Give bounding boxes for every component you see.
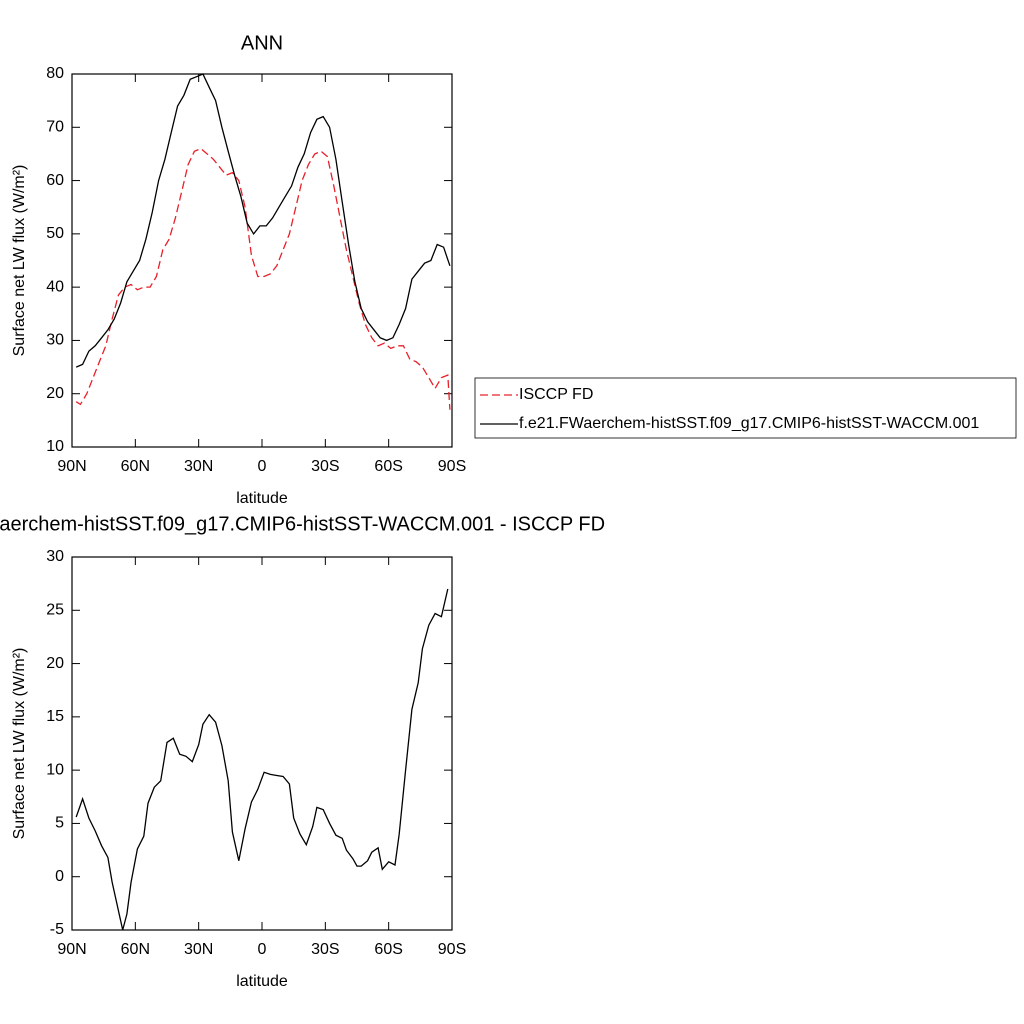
series-line bbox=[75, 588, 449, 931]
x-axis-label: latitude bbox=[236, 490, 288, 507]
y-tick-label: 10 bbox=[46, 438, 64, 455]
x-tick-label: 90N bbox=[57, 458, 86, 475]
x-tick-label: 0 bbox=[258, 941, 267, 958]
y-tick-label: 70 bbox=[46, 119, 64, 136]
y-tick-label: 25 bbox=[46, 602, 64, 619]
y-tick-label: 40 bbox=[46, 278, 64, 295]
x-tick-label: 90N bbox=[57, 941, 86, 958]
y-tick-label: 80 bbox=[46, 65, 64, 82]
legend-label: ISCCP FD bbox=[519, 386, 593, 403]
x-tick-label: 30S bbox=[311, 458, 339, 475]
x-tick-label: 0 bbox=[258, 458, 267, 475]
chart-title: ANN bbox=[241, 32, 283, 54]
y-axis-label: Surface net LW flux (W/m²) bbox=[11, 165, 28, 357]
chart-title: f.e21.FWaerchem-histSST.f09_g17.CMIP6-hi… bbox=[0, 513, 605, 535]
y-tick-label: 30 bbox=[46, 332, 64, 349]
series-line bbox=[75, 147, 451, 410]
y-tick-label: 15 bbox=[46, 708, 64, 725]
legend-label: f.e21.FWaerchem-histSST.f09_g17.CMIP6-hi… bbox=[519, 415, 979, 432]
x-tick-label: 30S bbox=[311, 941, 339, 958]
x-tick-label: 30N bbox=[184, 941, 213, 958]
x-tick-label: 30N bbox=[184, 458, 213, 475]
x-tick-label: 60N bbox=[121, 941, 150, 958]
x-tick-label: 90S bbox=[438, 941, 466, 958]
y-tick-label: 50 bbox=[46, 225, 64, 242]
x-tick-label: 90S bbox=[438, 458, 466, 475]
y-tick-label: 5 bbox=[55, 815, 64, 832]
legend-box bbox=[474, 377, 1017, 439]
x-tick-label: 60S bbox=[374, 458, 402, 475]
y-tick-label: 20 bbox=[46, 655, 64, 672]
y-tick-label: 30 bbox=[46, 548, 64, 565]
plot-frame bbox=[71, 73, 453, 448]
plot-frame bbox=[71, 556, 453, 931]
y-tick-label: -5 bbox=[50, 921, 64, 938]
series-line bbox=[75, 73, 451, 368]
y-tick-label: 60 bbox=[46, 172, 64, 189]
y-tick-label: 0 bbox=[55, 868, 64, 885]
y-tick-label: 20 bbox=[46, 385, 64, 402]
x-axis-label: latitude bbox=[236, 973, 288, 990]
x-tick-label: 60S bbox=[374, 941, 402, 958]
y-tick-label: 10 bbox=[46, 761, 64, 778]
y-axis-label: Surface net LW flux (W/m²) bbox=[11, 648, 28, 840]
x-tick-label: 60N bbox=[121, 458, 150, 475]
